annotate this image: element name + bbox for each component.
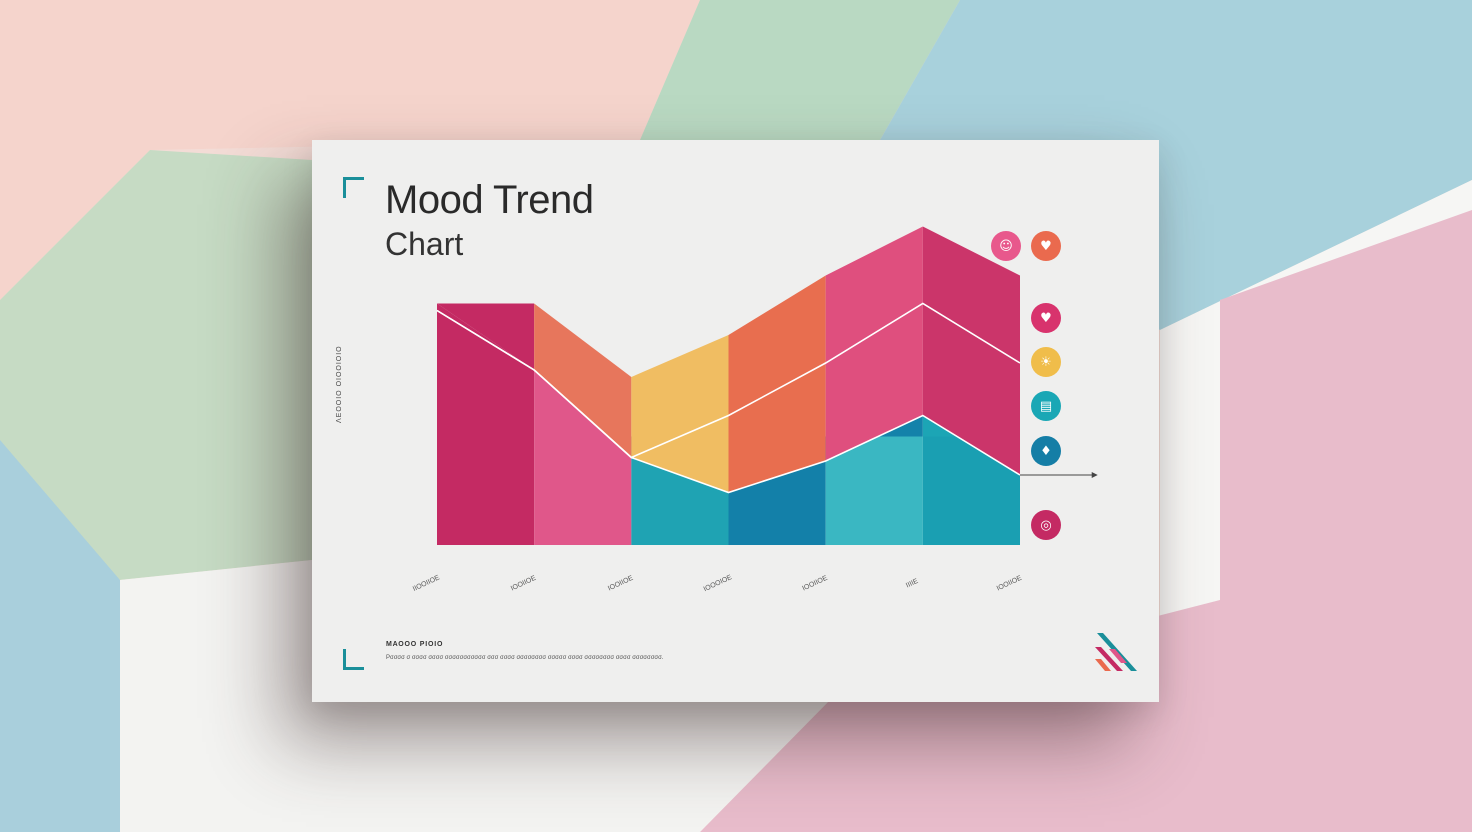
x-tick-label: ΙΙΟΟΙΙΟΕ — [412, 574, 441, 593]
x-tick-label: ΙΟΟΙΙΟΕ — [801, 575, 829, 593]
brand-logo-icon — [1095, 633, 1137, 671]
area-segment-2-4 — [825, 226, 923, 461]
x-tick-label: ΙΟΟΙΙΟΕ — [996, 575, 1024, 593]
footer-title: ΜΑΟΟΟ ΡΙΟΙΟ — [386, 641, 444, 648]
x-tick-label: ΙΟΟΙΙΟΕ — [510, 575, 538, 593]
chart-subtitle: Chart — [385, 226, 464, 262]
chart-card: Mood Trend Chart ΛΕΟΟΙΟ ΟΙΟΟΙΟΙΟ ΙΙΟΟΙΙΟ… — [312, 140, 1159, 702]
background-white-left-panel — [120, 560, 830, 832]
corner-mark-bottom-left — [343, 649, 364, 670]
heart-icon-2: ♥ — [1031, 303, 1061, 333]
area-segment-2-1 — [534, 303, 632, 458]
x-tick-label: ΙΟΟΟΙΟΕ — [703, 574, 734, 593]
sun-icon: ☀ — [1031, 347, 1061, 377]
background-blue-panel — [880, 0, 1472, 330]
background-green-lower-panel — [0, 150, 312, 580]
corner-mark-top-left — [343, 177, 364, 198]
chart-icon: ▤ — [1031, 391, 1061, 421]
area-segment-1-1 — [534, 370, 632, 458]
area-segment-0-0 — [437, 436, 535, 545]
area-segment-0-1 — [534, 436, 632, 545]
heart-icon: ♥ — [1031, 231, 1061, 261]
arrow-head — [1091, 472, 1098, 478]
area-segment-2-2 — [631, 335, 729, 493]
chart-title: Mood Trend — [385, 178, 594, 222]
x-tick-label: ΙΟΟΙΙΟΕ — [607, 575, 635, 593]
area-segment-2-3 — [728, 275, 826, 493]
chart-lines — [436, 302, 1021, 494]
chart-segments — [437, 226, 1020, 545]
background-peach-panel — [0, 0, 700, 300]
chart-arrow — [1020, 472, 1098, 478]
area-segment-2-5 — [922, 226, 1020, 475]
background-blue-left-panel — [0, 440, 120, 832]
brain-icon: ◎ — [1031, 510, 1061, 540]
area-chart: ΙΙΟΟΙΙΟΕ ΙΟΟΙΙΟΕ ΙΟΟΙΙΟΕ ΙΟΟΟΙΟΕ ΙΟΟΙΙΟΕ ΙΙΙΙ… — [412, 226, 1098, 593]
drop-icon: ♦ — [1031, 436, 1061, 466]
area-segment-0-5 — [922, 436, 1020, 545]
footer-text: Ρσσσσ σ σσσσ σσσσ σσσσσσσσσσσ σσσ σσσσ σ… — [386, 655, 664, 661]
x-tick-labels: ΙΙΟΟΙΙΟΕ ΙΟΟΙΙΟΕ ΙΟΟΙΙΟΕ ΙΟΟΟΙΟΕ ΙΟΟΙΙΟΕ ΙΙΙΙ… — [412, 574, 1023, 593]
face-icon: ☺ — [991, 231, 1021, 261]
background-green-panel — [640, 0, 960, 140]
area-segment-1-0 — [437, 303, 535, 437]
x-tick-label: ΙΙΙΙΕ — [905, 578, 920, 590]
background-pink-panel — [700, 210, 1472, 832]
area-segment-0-4 — [825, 436, 923, 545]
series-line-lower — [436, 309, 1021, 494]
